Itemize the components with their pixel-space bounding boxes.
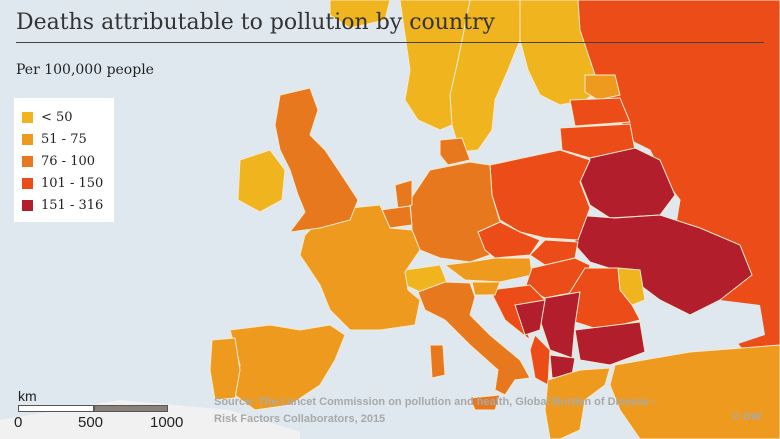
country-sicily [469,394,501,411]
country-montenegro-albania [529,334,551,386]
scale-tick: 0 [14,414,23,431]
legend-item: 101 - 150 [22,172,106,194]
legend-item: 51 - 75 [22,128,106,150]
country-united-kingdom [274,87,359,233]
country-bulgaria [574,321,646,366]
country-portugal [209,337,241,401]
scale-tick: 1000 [150,414,184,431]
legend: < 50 51 - 75 76 - 100 101 - 150 151 - 31… [14,98,114,222]
legend-swatch [22,155,33,167]
country-netherlands [394,179,413,211]
iceland-land [329,0,391,29]
black-sea [645,300,765,350]
title-divider [16,42,764,43]
country-denmark [439,137,471,166]
country-turkey [609,344,780,439]
scale-segment-light [18,405,94,412]
legend-item: < 50 [22,106,106,128]
legend-label: 76 - 100 [41,153,96,169]
scale-tick: 500 [78,414,104,431]
scale-segment-dark [94,405,168,412]
legend-swatch [22,133,33,145]
subtitle: Per 100,000 people [16,62,154,78]
country-slovenia [471,281,501,296]
legend-swatch [22,199,33,211]
country-sardinia [429,344,446,379]
legend-label: 101 - 150 [41,175,104,191]
legend-label: 151 - 316 [41,197,104,213]
country-ireland [237,149,286,213]
country-norway [399,0,471,131]
country-bosnia [514,299,546,336]
country-austria [443,257,533,283]
scale-unit: km [18,388,37,404]
legend-swatch [22,111,33,123]
source-line: Risk Factors Collaborators, 2015 [214,413,386,425]
country-greece [544,367,611,439]
legend-swatch [22,177,33,189]
credit-label: © DW [732,411,762,423]
legend-item: 151 - 316 [22,194,106,216]
country-slovakia [529,239,579,266]
legend-label: < 50 [41,109,73,125]
page-title: Deaths attributable to pollution by coun… [16,10,495,35]
legend-item: 76 - 100 [22,150,106,172]
scale-bar: km 0 500 1000 [14,388,184,438]
country-france [299,204,421,331]
country-italy [417,281,531,396]
country-czechia [477,221,541,259]
source-line: Source: The Lancet Commission on polluti… [214,396,656,408]
country-estonia [584,74,621,101]
source-note: Source: The Lancet Commission on polluti… [214,394,684,428]
country-latvia [569,97,631,127]
legend-label: 51 - 75 [41,131,87,147]
